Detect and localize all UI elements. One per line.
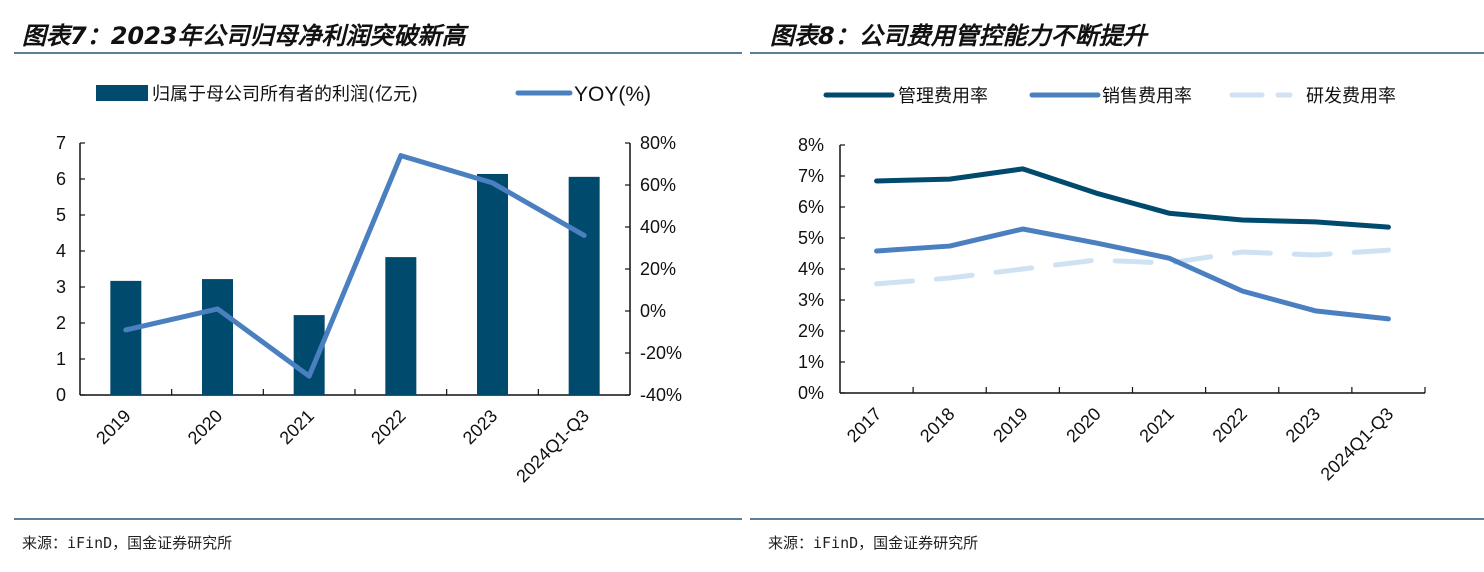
y-tick-label: 8% [798, 135, 824, 155]
left-y-tick-label: 0 [56, 385, 66, 405]
x-tick-label: 2021 [1135, 404, 1177, 446]
y-tick-label: 7% [798, 166, 824, 186]
x-tick-label: 2018 [916, 404, 958, 446]
title-divider [750, 52, 1484, 54]
chart-title: 图表8：公司费用管控能力不断提升 [770, 22, 1147, 50]
x-tick-label: 2023 [459, 406, 501, 448]
sales-expense-ratio-line [874, 226, 1391, 322]
right-y-tick-label: -20% [640, 343, 682, 363]
legend-admin-label: 管理费用率 [898, 86, 988, 107]
right-y-tick-label: 80% [640, 133, 676, 153]
left-y-tick-label: 3 [56, 277, 66, 297]
legend-swatch-bar [96, 85, 148, 101]
chart-source: 来源：iFinD，国金证券研究所 [768, 534, 979, 552]
y-tick-label: 0% [798, 383, 824, 403]
net-profit-chart: 0 1 2 3 4 5 6 7 -40% -20% 0% 20% 40% 60% 80% 2019 2020 20… [56, 83, 682, 487]
legend-rd-label: 研发费用率 [1306, 86, 1396, 107]
x-tick-label: 2020 [184, 406, 226, 448]
y-tick-label: 5% [798, 228, 824, 248]
x-tick-label: 2023 [1282, 404, 1324, 446]
bar-2019 [110, 280, 142, 395]
legend-sales-label: 销售费用率 [1102, 86, 1192, 107]
x-tick-label: 2024Q1-Q3 [1317, 404, 1398, 485]
chart-panel-expense-ratio: 图表8：公司费用管控能力不断提升 0% 1% 2% 3% 4% 5% 6% 7% 8% 2017 2… [742, 0, 1484, 572]
left-y-tick-label: 1 [56, 349, 66, 369]
rd-expense-ratio-line [874, 247, 1391, 287]
right-y-tick-label: 60% [640, 175, 676, 195]
bar-2022 [385, 257, 417, 395]
x-tick-label: 2021 [276, 406, 318, 448]
x-tick-label: 2022 [367, 406, 409, 448]
expense-ratio-chart: 0% 1% 2% 3% 4% 5% 6% 7% 8% 2017 2018 2019 2020 2021 20… [798, 86, 1426, 485]
y-tick-label: 4% [798, 259, 824, 279]
admin-expense-ratio-line [874, 166, 1391, 230]
left-y-tick-label: 7 [56, 133, 66, 153]
right-y-tick-label: 40% [640, 217, 676, 237]
y-tick-label: 3% [798, 290, 824, 310]
x-tick-label: 2017 [843, 404, 885, 446]
y-tick-label: 2% [798, 321, 824, 341]
x-tick-label: 2022 [1209, 404, 1251, 446]
y-tick-label: 6% [798, 197, 824, 217]
legend-label-line: YOY(%) [574, 83, 651, 106]
left-y-tick-label: 2 [56, 313, 66, 333]
chart-source: 来源：iFinD，国金证券研究所 [22, 534, 233, 552]
title-divider [14, 52, 742, 54]
chart-panel-net-profit: 图表7：2023年公司归母净利润突破新高 0 1 2 3 4 5 6 7 -40% -20% 0% 2… [14, 22, 742, 552]
x-tick-label: 2019 [989, 404, 1031, 446]
footer-divider [14, 518, 742, 520]
x-tick-label: 2020 [1062, 404, 1104, 446]
left-y-tick-label: 4 [56, 241, 66, 261]
x-tick-label: 2024Q1-Q3 [512, 406, 593, 487]
bar-2024Q1-Q3 [568, 176, 600, 395]
yoy-line [123, 153, 587, 379]
bar-2023 [477, 173, 508, 395]
right-y-tick-label: -40% [640, 385, 682, 405]
legend-label-bar: 归属于母公司所有者的利润(亿元) [152, 84, 418, 105]
left-y-tick-label: 6 [56, 169, 66, 189]
right-y-tick-label: 0% [640, 301, 666, 321]
right-y-tick-label: 20% [640, 259, 676, 279]
chart-title: 图表7：2023年公司归母净利润突破新高 [22, 22, 466, 50]
x-tick-label: 2019 [92, 406, 134, 448]
y-tick-label: 1% [798, 352, 824, 372]
left-y-tick-label: 5 [56, 205, 66, 225]
footer-divider [750, 518, 1484, 520]
bar-2020 [202, 279, 233, 395]
